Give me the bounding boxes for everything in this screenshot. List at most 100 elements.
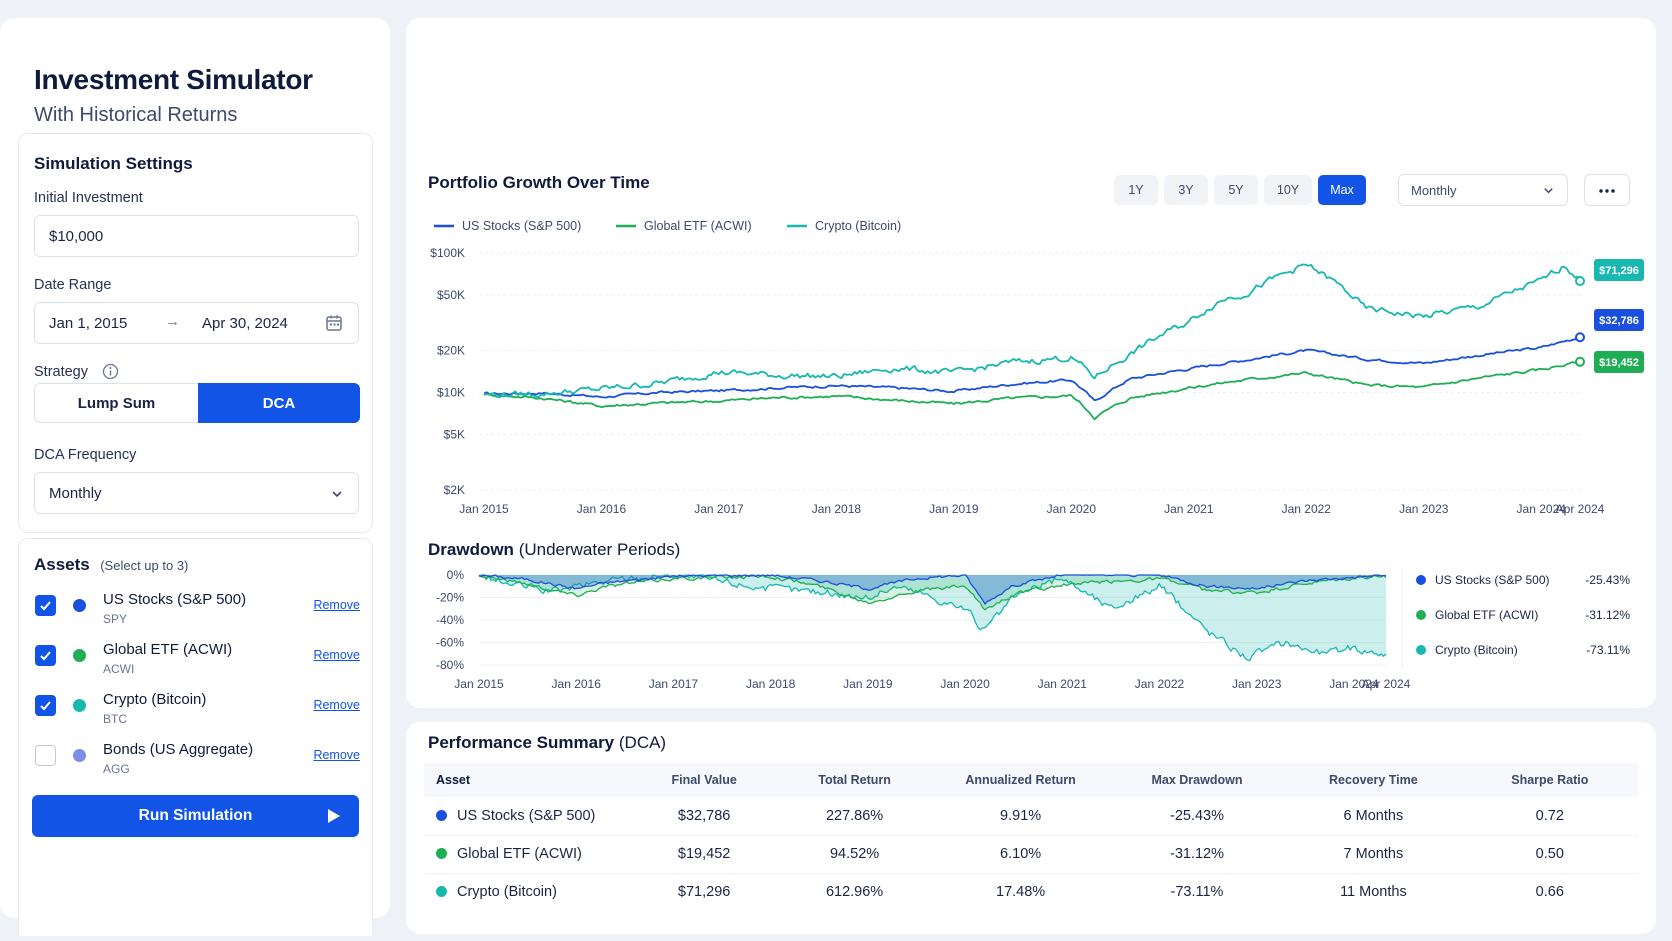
growth-y-tick-label: $10K — [437, 385, 465, 399]
asset-remove-link[interactable]: Remove — [313, 598, 360, 612]
drawdown-series-line — [478, 574, 1386, 606]
dca-frequency-label: DCA Frequency — [34, 447, 137, 463]
asset-color-dot — [73, 749, 86, 762]
run-simulation-button[interactable]: Run Simulation — [32, 795, 359, 837]
growth-y-tick-label: $50K — [437, 288, 465, 302]
drawdown-x-tick-label: Jan 2018 — [746, 677, 796, 691]
asset-checkbox[interactable] — [35, 745, 56, 766]
drawdown-x-tick-label: Jan 2015 — [454, 677, 504, 691]
table-header-cell[interactable]: Total Return — [776, 763, 933, 797]
summary-title-suffix: (DCA) — [618, 733, 667, 752]
initial-investment-input[interactable]: $10,000 — [34, 215, 359, 257]
table-header-cell[interactable]: Annualized Return — [932, 763, 1109, 797]
drawdown-y-tick-label: -40% — [436, 613, 464, 627]
chevron-down-icon — [330, 487, 344, 505]
asset-color-dot — [73, 649, 86, 662]
asset-name: Global ETF (ACWI) — [103, 641, 233, 658]
table-header-cell[interactable]: Asset — [424, 763, 632, 797]
range-button[interactable]: Max — [1318, 175, 1366, 205]
range-button[interactable]: 5Y — [1214, 175, 1258, 205]
growth-end-point — [1575, 275, 1585, 286]
drawdown-x-tick-label: Jan 2020 — [940, 677, 990, 691]
dca-frequency-select[interactable]: Monthly — [34, 472, 359, 514]
asset-name: Bonds (US Aggregate) — [103, 741, 254, 758]
summary-title: Performance Summary (DCA) — [428, 733, 666, 753]
growth-end-label: $71,296 — [1594, 259, 1644, 281]
drawdown-legend-label: Global ETF (ACWI) — [1435, 608, 1538, 622]
table-cell: 94.52% — [776, 835, 933, 874]
asset-checkbox[interactable] — [35, 595, 56, 616]
growth-x-tick-label: Jan 2019 — [929, 502, 979, 516]
assets-panel: Assets (Select up to 3) US Stocks (S&P 5… — [18, 538, 373, 936]
table-cell: Global ETF (ACWI) — [424, 835, 632, 874]
table-cell: 6 Months — [1285, 797, 1462, 836]
strategy-lump-sum-button[interactable]: Lump Sum — [34, 383, 198, 423]
range-button[interactable]: 1Y — [1114, 175, 1158, 205]
calendar-icon[interactable] — [325, 314, 343, 336]
table-row[interactable]: US Stocks (S&P 500) $32,786 227.86% 9.91% -2… — [424, 797, 1638, 836]
drawdown-title-suffix: (Underwater Periods) — [518, 540, 681, 559]
table-header-row: Asset Final Value Total Return Annualized R… — [424, 763, 1638, 797]
growth-y-tick-label: $5K — [444, 427, 465, 441]
info-icon[interactable] — [102, 363, 119, 385]
date-end[interactable]: Apr 30, 2024 — [202, 315, 288, 332]
table-cell: 612.96% — [825, 884, 884, 901]
drawdown-legend-dot — [1416, 575, 1426, 585]
more-options-button[interactable] — [1584, 174, 1630, 206]
table-cell: 6.10% — [932, 835, 1109, 874]
table-cell: 0.66 — [1535, 884, 1564, 901]
growth-x-tick-label: Jan 2021 — [1164, 502, 1214, 516]
assets-header: Assets (Select up to 3) — [34, 555, 188, 575]
asset-remove-link[interactable]: Remove — [313, 698, 360, 712]
performance-summary-table: Asset Final Value Total Return Annualized R… — [424, 763, 1638, 911]
table-cell: $32,786 — [631, 797, 777, 836]
table-header-cell[interactable]: Final Value — [631, 763, 777, 797]
strategy-dca-button[interactable]: DCA — [198, 383, 360, 423]
drawdown-y-tick-label: -80% — [436, 658, 464, 672]
arrow-right-icon: → — [165, 313, 180, 330]
asset-ticker: AGG — [103, 762, 130, 776]
asset-remove-link[interactable]: Remove — [313, 748, 360, 762]
interval-select[interactable]: Monthly — [1398, 174, 1568, 206]
growth-end-point — [1575, 356, 1585, 367]
drawdown-x-tick-label: Apr 2024 — [1362, 677, 1411, 691]
growth-x-tick-label: Jan 2024 — [1517, 502, 1567, 516]
date-start[interactable]: Jan 1, 2015 — [49, 314, 128, 332]
table-header-cell[interactable]: Recovery Time — [1285, 763, 1462, 797]
table-cell: US Stocks (S&P 500) — [424, 797, 632, 836]
drawdown-legend-label: Crypto (Bitcoin) — [1435, 643, 1518, 657]
asset-item: Global ETF (ACWI) ACWI Remove — [35, 639, 360, 683]
date-range-input[interactable]: Jan 1, 2015 → Apr 30, 2024 — [34, 302, 359, 344]
asset-color-dot — [436, 886, 447, 898]
asset-name: US Stocks (S&P 500) — [103, 591, 247, 608]
drawdown-x-tick-label: Jan 2017 — [649, 677, 699, 691]
growth-x-tick-label: Jan 2022 — [1282, 502, 1332, 516]
growth-chart-title: Portfolio Growth Over Time — [428, 173, 650, 192]
drawdown-legend-label: US Stocks (S&P 500) — [1435, 573, 1550, 587]
range-button[interactable]: 10Y — [1264, 175, 1312, 205]
drawdown-y-tick-label: 0% — [447, 568, 465, 582]
table-header-cell[interactable]: Sharpe Ratio — [1461, 763, 1638, 797]
table-asset-name: Crypto (Bitcoin) — [457, 884, 557, 901]
more-horizontal-icon — [1598, 181, 1616, 199]
drawdown-y-tick-label: -20% — [436, 591, 464, 605]
asset-checkbox[interactable] — [35, 645, 56, 666]
table-cell: 11 Months — [1340, 884, 1407, 901]
table-row[interactable]: Crypto (Bitcoin) $71,296 612.96% 17.48% -73.… — [424, 873, 1638, 911]
asset-checkbox[interactable] — [35, 695, 56, 716]
table-asset-name: Global ETF (ACWI) — [457, 846, 582, 862]
asset-ticker: ACWI — [103, 662, 135, 676]
chevron-down-icon — [1542, 184, 1555, 200]
run-simulation-label: Run Simulation — [138, 807, 253, 824]
range-button[interactable]: 3Y — [1164, 175, 1208, 205]
interval-value: Monthly — [1411, 182, 1457, 198]
table-row[interactable]: Global ETF (ACWI) $19,452 94.52% 6.10% -31.1… — [424, 835, 1638, 874]
table-header-cell[interactable]: Max Drawdown — [1108, 763, 1286, 797]
table-cell: -31.12% — [1108, 835, 1286, 874]
asset-item: Crypto (Bitcoin) BTC Remove — [35, 689, 360, 733]
table-cell: 0.50 — [1461, 835, 1638, 874]
asset-remove-link[interactable]: Remove — [313, 648, 360, 662]
asset-item: US Stocks (S&P 500) SPY Remove — [35, 589, 360, 633]
drawdown-x-tick-label: Jan 2016 — [552, 677, 602, 691]
